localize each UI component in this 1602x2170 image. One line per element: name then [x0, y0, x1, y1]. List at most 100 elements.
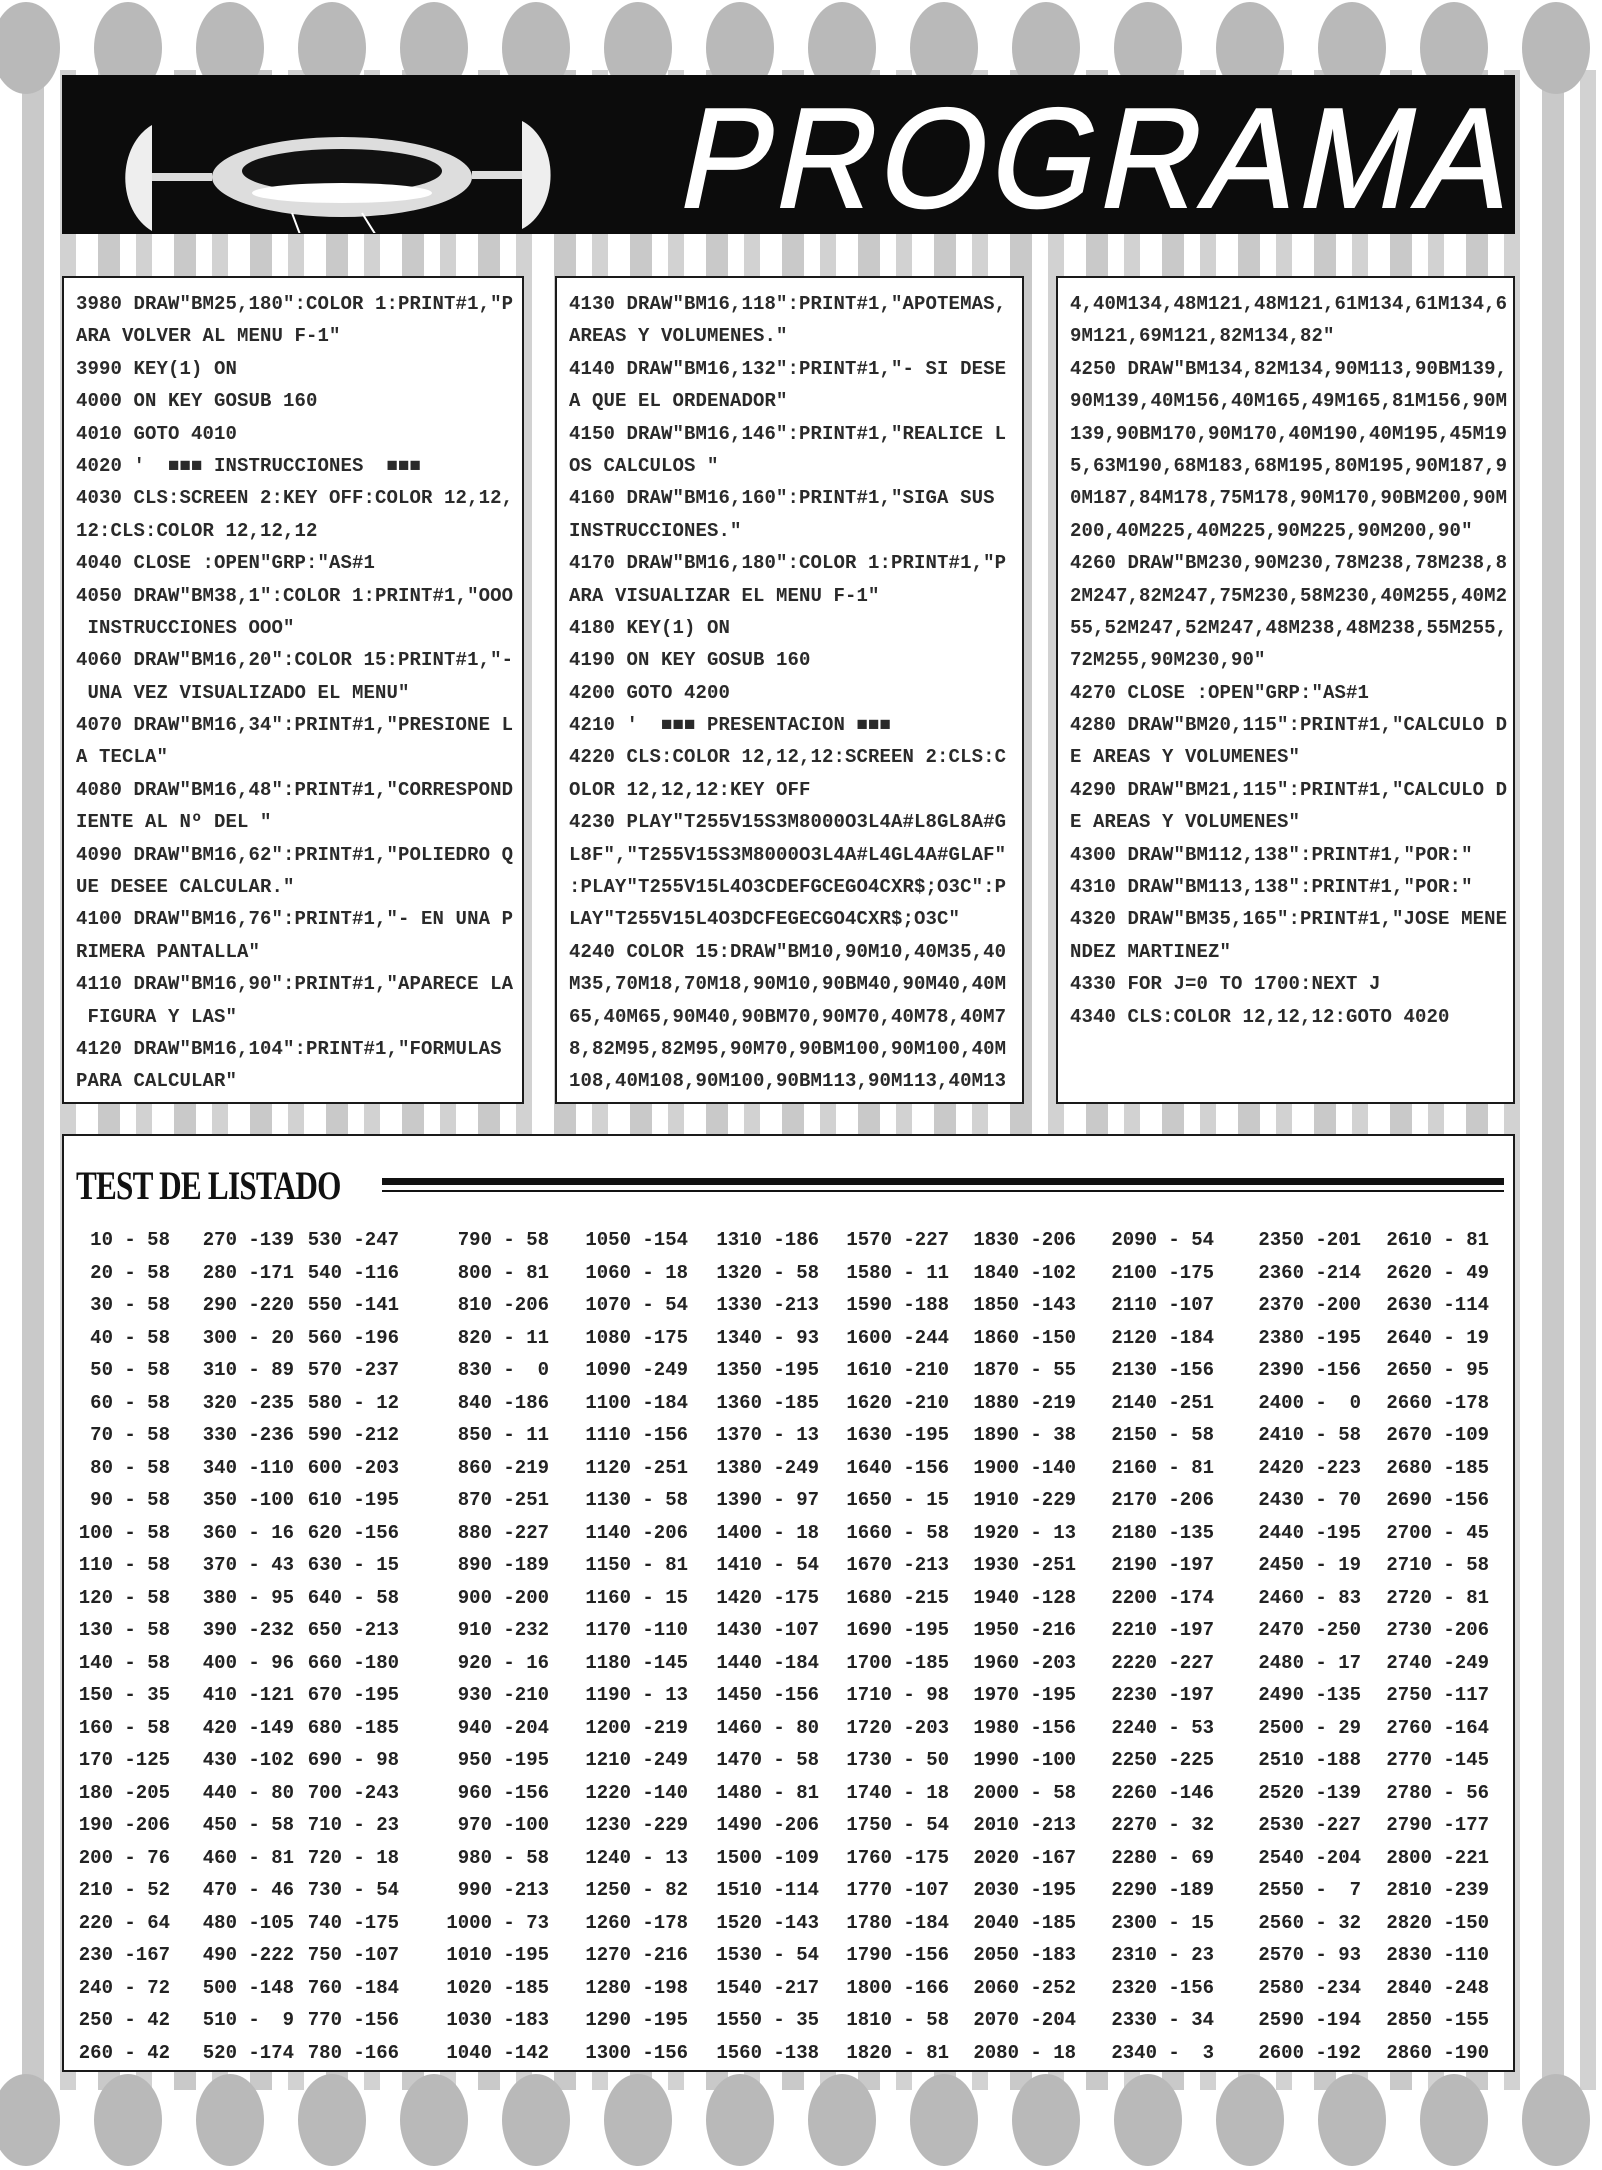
checksum-entry: 1750 - 54: [846, 1814, 949, 1836]
checksum-entry: 910 -232: [457, 1619, 549, 1641]
checksum-entry: 1980 -156: [973, 1716, 1076, 1739]
checksum-entry: 330 -236: [202, 1424, 294, 1446]
dot-decoration: [0, 2074, 60, 2166]
code-line: 8,82M95,82M95,90M70,90BM100,90M100,40M: [569, 1037, 1007, 1060]
checksum-entry: 790 - 58: [457, 1229, 549, 1251]
checksum-entry: 2380 -195: [1258, 1326, 1361, 1349]
checksum-entry: 570 -237: [307, 1359, 399, 1381]
checksum-entry: 1650 - 15: [846, 1489, 949, 1511]
checksum-entry: 380 - 95: [202, 1586, 294, 1609]
checksum-entry: 2340 - 3: [1111, 2041, 1214, 2064]
code-line: 4170 DRAW"BM16,180":COLOR 1:PRINT#1,"P: [569, 552, 1007, 575]
test-de-listado-table: TEST DE LISTADO 10 - 58 20 - 58 30 - 58 40 …: [62, 1134, 1515, 2072]
checksum-entry: 2130 -156: [1111, 1359, 1214, 1381]
code-line: 108,40M108,90M100,90BM113,90M113,40M13: [569, 1070, 1007, 1093]
checksum-entry: 260 - 42: [78, 2041, 170, 2064]
code-line: 139,90BM170,90M170,40M190,40M195,45M19: [1070, 422, 1508, 445]
checksum-entry: 2690 -156: [1386, 1489, 1489, 1511]
checksum-entry: 2250 -225: [1111, 1749, 1214, 1771]
code-line: 4260 DRAW"BM230,90M230,78M238,78M238,8: [1070, 552, 1508, 575]
checksum-entry: 1910 -229: [973, 1489, 1076, 1511]
checksum-entry: 1050 -154: [585, 1229, 688, 1251]
checksum-entry: 1190 - 13: [585, 1684, 688, 1706]
code-line: 4100 DRAW"BM16,76":PRINT#1,"- EN UNA P: [76, 908, 514, 931]
checksum-entry: 2750 -117: [1386, 1684, 1489, 1706]
code-line: 3990 KEY(1) ON: [76, 357, 238, 380]
checksum-entry: 1760 -175: [846, 1846, 949, 1869]
checksum-entry: 2570 - 93: [1258, 1944, 1361, 1966]
dot-decoration: [1012, 2074, 1080, 2166]
checksum-entry: 800 - 81: [457, 1261, 549, 1284]
checksum-entry: 2840 -248: [1386, 1976, 1489, 1999]
checksum-entry: 1270 -216: [585, 1944, 688, 1966]
dot-decoration: [1522, 2, 1590, 94]
checksum-entry: 2090 - 54: [1111, 1229, 1214, 1251]
dot-decoration: [808, 2074, 876, 2166]
checksum-entry: 2060 -252: [973, 1976, 1076, 1999]
checksum-entry: 1130 - 58: [585, 1489, 688, 1511]
checksum-entry: 2510 -188: [1258, 1749, 1361, 1771]
checksum-entry: 2280 - 69: [1111, 1846, 1214, 1869]
checksum-entry: 2030 -195: [973, 1879, 1076, 1901]
code-line: 2M247,82M247,75M230,58M230,40M255,40M2: [1070, 584, 1508, 607]
checksum-entry: 1330 -213: [716, 1294, 819, 1316]
checksum-entry: 2770 -145: [1386, 1749, 1489, 1771]
checksum-entry: 1870 - 55: [973, 1359, 1076, 1381]
checksum-entry: 2360 -214: [1258, 1261, 1361, 1284]
checksum-entry: 560 -196: [307, 1326, 399, 1349]
checksum-entry: 1390 - 97: [716, 1489, 819, 1511]
checksum-entry: 880 -227: [457, 1521, 549, 1544]
code-line: 4290 DRAW"BM21,115":PRINT#1,"CALCULO D: [1070, 778, 1508, 801]
code-line: OLOR 12,12,12:KEY OFF: [569, 778, 811, 801]
checksum-entry: 210 - 52: [78, 1879, 170, 1901]
checksum-entry: 2550 - 7: [1258, 1879, 1361, 1901]
checksum-entry: 2410 - 58: [1258, 1424, 1361, 1446]
checksum-entry: 40 - 58: [90, 1326, 170, 1349]
checksum-entry: 660 -180: [307, 1651, 399, 1674]
code-line: 4000 ON KEY GOSUB 160: [76, 390, 318, 413]
checksum-entry: 1660 - 58: [846, 1521, 949, 1544]
checksum-entry: 2210 -197: [1111, 1619, 1214, 1641]
code-line: 4050 DRAW"BM38,1":COLOR 1:PRINT#1,"OOO: [76, 584, 514, 607]
checksum-entry: 680 -185: [307, 1716, 399, 1739]
code-line: 0M187,84M178,75M178,90M170,90BM200,90M: [1070, 487, 1508, 510]
checksum-entry: 1490 -206: [716, 1814, 819, 1836]
title-rule-thick: [382, 1178, 1504, 1185]
checksum-entry: 2590 -194: [1258, 2009, 1361, 2031]
checksum-entry: 340 -110: [202, 1456, 294, 1479]
checksum-entry: 1000 - 73: [446, 1911, 549, 1934]
checksum-entry: 2260 -146: [1111, 1781, 1214, 1804]
code-line: 55,52M247,52M247,48M238,48M238,55M255,: [1070, 616, 1508, 639]
checksum-entry: 1250 - 82: [585, 1879, 688, 1901]
checksum-entry: 2290 -189: [1111, 1879, 1214, 1901]
checksum-entry: 2370 -200: [1258, 1294, 1361, 1316]
checksum-entry: 110 - 58: [78, 1554, 170, 1576]
checksum-entry: 180 -205: [78, 1781, 170, 1804]
checksum-entry: 60 - 58: [90, 1391, 170, 1414]
checksum-entry: 2310 - 23: [1111, 1944, 1214, 1966]
checksum-entry: 1850 -143: [973, 1294, 1076, 1316]
code-line: 4180 KEY(1) ON: [569, 616, 731, 639]
checksum-entry: 1280 -198: [585, 1976, 688, 1999]
code-line: 4020 ' ■■■ INSTRUCCIONES ■■■: [76, 454, 422, 477]
checksum-entry: 2270 - 32: [1111, 1814, 1214, 1836]
checksum-entry: 540 -116: [307, 1261, 399, 1284]
checksum-entry: 2650 - 95: [1386, 1359, 1489, 1381]
checksum-entry: 2330 - 34: [1111, 2009, 1214, 2031]
checksum-entry: 2040 -185: [973, 1911, 1076, 1934]
checksum-entry: 30 - 58: [90, 1294, 170, 1316]
checksum-entry: 2420 -223: [1258, 1456, 1361, 1479]
checksum-entry: 2050 -183: [973, 1944, 1076, 1966]
code-line: 4230 PLAY"T255V15S3M8000O3L4A#L8GL8A#G: [569, 811, 1007, 834]
code-line: 4150 DRAW"BM16,146":PRINT#1,"REALICE L: [569, 422, 1007, 445]
checksum-entry: 10 - 58: [90, 1229, 170, 1251]
checksum-entry: 1770 -107: [846, 1879, 949, 1901]
code-line: 5,63M190,68M183,68M195,80M195,90M187,9: [1070, 454, 1508, 477]
checksum-entry: 1680 -215: [846, 1586, 949, 1609]
checksum-entry: 270 -139: [202, 1229, 294, 1251]
checksum-entry: 2520 -139: [1258, 1781, 1361, 1804]
listing-column-3: 4,40M134,48M121,48M121,61M134,61M134,6 9M…: [1056, 276, 1515, 1104]
checksum-entry: 520 -174: [202, 2041, 294, 2064]
checksum-entry: 700 -243: [307, 1781, 399, 1804]
checksum-entry: 670 -195: [307, 1684, 399, 1706]
